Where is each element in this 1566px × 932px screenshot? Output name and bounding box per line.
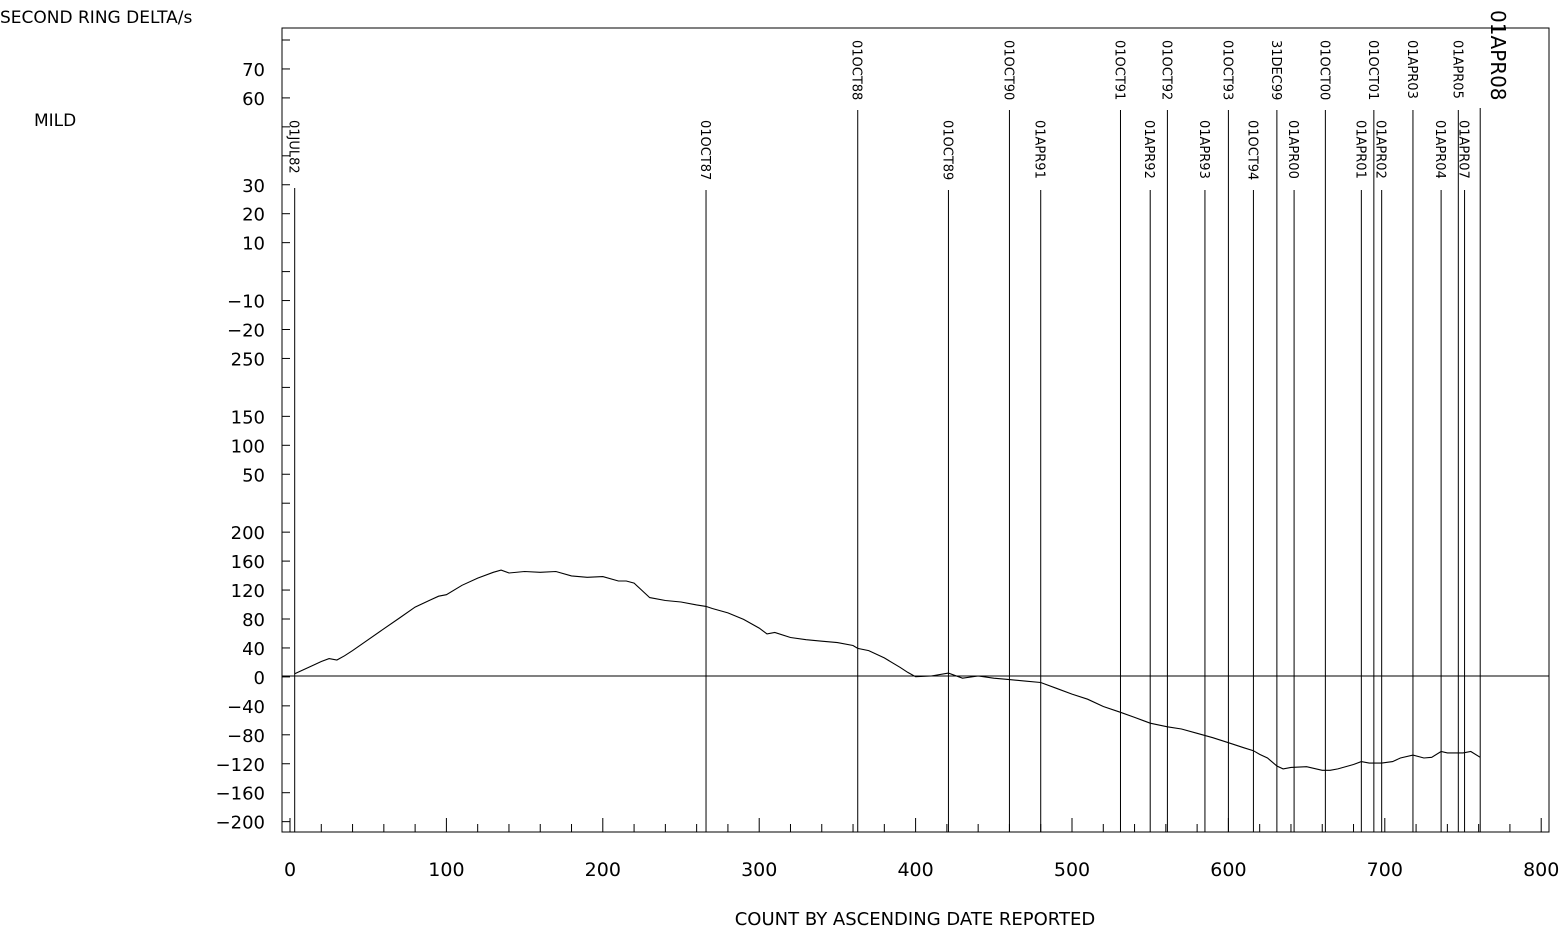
y-tick-label: 40 <box>242 639 265 660</box>
y-tick-label: 100 <box>231 436 265 457</box>
y-tick-label: 20 <box>242 205 265 226</box>
event-marker-label: 01APR08 <box>1486 10 1510 101</box>
x-tick-label: 400 <box>897 859 933 881</box>
event-marker-label: 01OCT87 <box>697 120 712 180</box>
y-tick-label: 120 <box>231 581 265 602</box>
event-marker-label: 01APR03 <box>1404 40 1419 99</box>
y-tick-label: 0 <box>254 668 265 689</box>
event-marker-label: 01APR01 <box>1352 120 1367 179</box>
y-tick-label: 160 <box>231 552 265 573</box>
y-tick-label: −200 <box>216 813 265 834</box>
event-marker-label: 01APR07 <box>1456 120 1471 179</box>
event-marker-label: 31DEC99 <box>1268 40 1283 100</box>
y-tick-label: −40 <box>227 697 265 718</box>
y-tick-label: −120 <box>216 755 265 776</box>
event-marker-label: 01APR04 <box>1432 120 1447 179</box>
y-axis-label: SECOND RING DELTA/s <box>0 8 192 28</box>
event-marker-label: 01APR02 <box>1373 120 1388 179</box>
y-tick-label: 10 <box>242 234 265 255</box>
event-marker-label: 01OCT88 <box>849 40 864 100</box>
x-tick-label: 300 <box>741 859 777 881</box>
event-marker-label: 01OCT92 <box>1158 40 1173 100</box>
y-axis: 70 60 30 20 10 −10 −20 250 150 100 50 200 160 120 80 40… <box>216 39 290 834</box>
y-tick-label: 200 <box>231 523 265 544</box>
x-axis: 0 100 200 300 400 500 600 700 800 <box>282 675 1559 881</box>
event-marker-label: 01OCT01 <box>1365 40 1380 100</box>
x-tick-label: 700 <box>1367 859 1403 881</box>
event-marker-label: 01OCT93 <box>1219 40 1234 100</box>
series-line <box>294 569 1481 771</box>
event-marker-label: 01APR00 <box>1285 120 1300 179</box>
x-tick-label: 600 <box>1210 859 1246 881</box>
event-marker-label: 01OCT89 <box>939 120 954 180</box>
event-marker-label: 01APR05 <box>1449 40 1464 99</box>
y-tick-label: 50 <box>242 465 265 486</box>
y-tick-label: 70 <box>242 60 265 81</box>
y-tick-label: 250 <box>231 349 265 370</box>
event-marker-label: 01APR93 <box>1196 120 1211 179</box>
x-tick-label: 800 <box>1523 859 1559 881</box>
y-tick-label: −80 <box>227 726 265 747</box>
side-label: MILD <box>34 111 76 131</box>
event-marker-label: 01OCT90 <box>1000 40 1015 100</box>
y-tick-label: 150 <box>231 407 265 428</box>
y-tick-label: 30 <box>242 176 265 197</box>
event-marker-label: 01JUL82 <box>286 120 301 174</box>
event-marker-label: 01OCT94 <box>1244 120 1259 180</box>
x-tick-label: 500 <box>1054 859 1090 881</box>
x-axis-label: COUNT BY ASCENDING DATE REPORTED <box>735 909 1096 930</box>
x-tick-label: 200 <box>585 859 621 881</box>
y-tick-label: −20 <box>227 321 265 342</box>
event-marker-label: 01OCT91 <box>1111 40 1126 100</box>
event-marker-label: 01APR91 <box>1032 120 1047 179</box>
event-markers: 01JUL82 01OCT87 01OCT88 01OCT89 01OCT90 01APR… <box>286 10 1510 832</box>
series-layer <box>294 569 1481 771</box>
y-tick-label: 80 <box>242 610 265 631</box>
event-marker-label: 01OCT00 <box>1316 40 1331 100</box>
y-tick-label: 60 <box>242 89 265 110</box>
event-marker-label: 01APR92 <box>1141 120 1156 179</box>
x-tick-label: 0 <box>284 859 296 881</box>
x-tick-label: 100 <box>428 859 464 881</box>
y-tick-label: −10 <box>227 292 265 313</box>
y-tick-label: −160 <box>216 784 265 805</box>
